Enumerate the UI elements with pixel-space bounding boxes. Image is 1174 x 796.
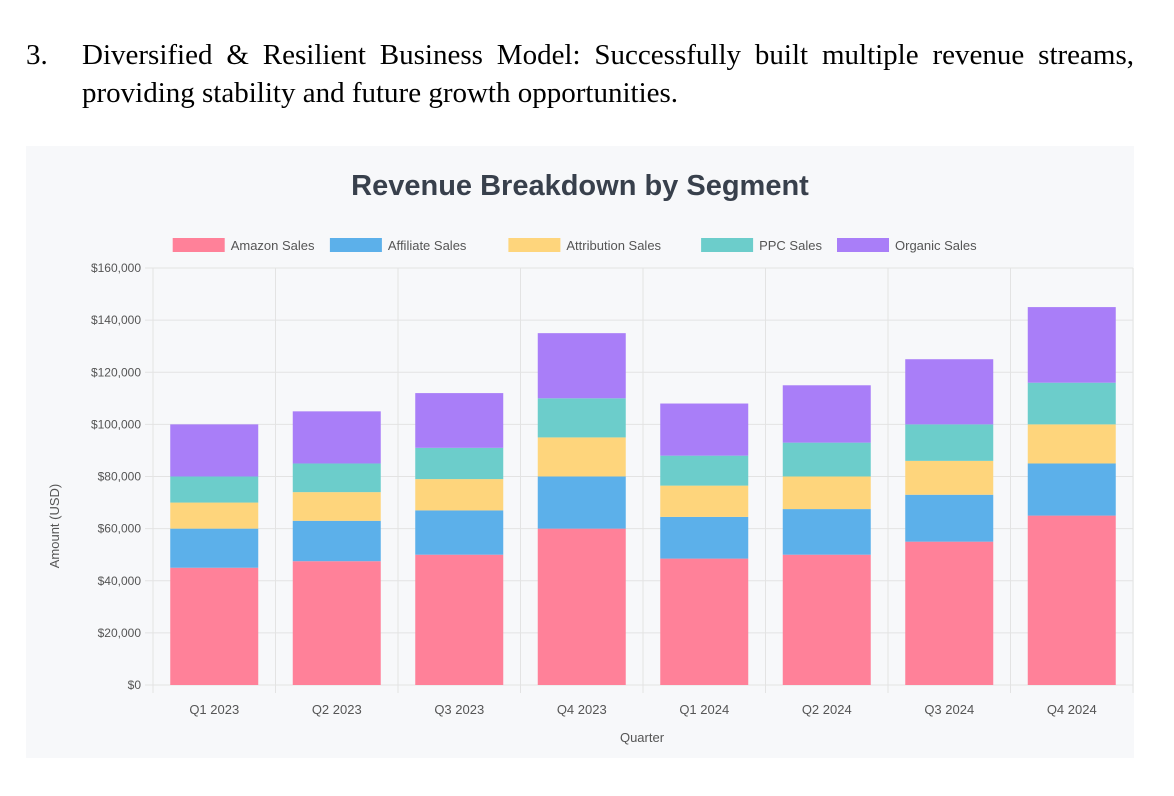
bar-ppc-sales-q2-2024 bbox=[782, 442, 871, 477]
bar-affiliate-sales-q1-2023 bbox=[170, 528, 259, 568]
list-item-number: 3. bbox=[26, 39, 48, 71]
bar-organic-sales-q2-2024 bbox=[782, 385, 871, 443]
bar-affiliate-sales-q3-2023 bbox=[415, 510, 504, 555]
bar-organic-sales-q1-2023 bbox=[170, 424, 259, 477]
bar-affiliate-sales-q1-2024 bbox=[660, 516, 749, 559]
bar-affiliate-sales-q2-2024 bbox=[782, 509, 871, 555]
y-tick-label: $80,000 bbox=[98, 470, 142, 484]
y-tick-label: $140,000 bbox=[91, 313, 141, 327]
bar-attribution-sales-q4-2023 bbox=[537, 437, 626, 477]
bar-affiliate-sales-q2-2023 bbox=[292, 520, 381, 562]
bar-organic-sales-q4-2024 bbox=[1027, 307, 1116, 383]
chart-container: Revenue Breakdown by Segment Amazon Sale… bbox=[26, 146, 1134, 758]
bar-affiliate-sales-q4-2023 bbox=[537, 476, 626, 529]
bar-ppc-sales-q1-2023 bbox=[170, 476, 259, 503]
bar-attribution-sales-q3-2024 bbox=[905, 460, 994, 495]
legend-item-affiliate-sales[interactable]: Affiliate Sales bbox=[329, 238, 467, 253]
x-tick-label: Q2 2023 bbox=[312, 702, 362, 717]
y-axis: $0 $20,000 $40,000 $60,000 $80,000 $100,000 $1… bbox=[91, 261, 141, 692]
legend-swatch bbox=[172, 238, 225, 252]
legend-swatch bbox=[701, 238, 754, 252]
y-tick-label: $160,000 bbox=[91, 261, 141, 275]
x-tick-label: Q1 2023 bbox=[189, 702, 239, 717]
legend-item-amazon-sales[interactable]: Amazon Sales bbox=[172, 238, 315, 253]
legend-item-ppc-sales[interactable]: PPC Sales bbox=[701, 238, 822, 253]
legend-label: Attribution Sales bbox=[566, 238, 661, 253]
bar-ppc-sales-q3-2024 bbox=[905, 424, 994, 461]
x-tick-label: Q4 2023 bbox=[557, 702, 607, 717]
bar-ppc-sales-q1-2024 bbox=[660, 455, 749, 486]
bar-attribution-sales-q2-2023 bbox=[292, 492, 381, 521]
legend-label: Affiliate Sales bbox=[388, 238, 467, 253]
chart-title: Revenue Breakdown by Segment bbox=[351, 170, 809, 202]
y-tick-label: $60,000 bbox=[98, 522, 142, 536]
bar-attribution-sales-q4-2024 bbox=[1027, 424, 1116, 464]
bar-attribution-sales-q3-2023 bbox=[415, 479, 504, 511]
y-tick-label: $100,000 bbox=[91, 417, 141, 431]
legend-label: Amazon Sales bbox=[231, 238, 315, 253]
y-axis-label: Amount (USD) bbox=[47, 484, 62, 569]
list-item-text: Diversified & Resilient Business Model: … bbox=[82, 39, 1134, 109]
y-tick-label: $40,000 bbox=[98, 574, 142, 588]
y-tick-label: $20,000 bbox=[98, 626, 142, 640]
bar-ppc-sales-q3-2023 bbox=[415, 447, 504, 480]
revenue-chart: Revenue Breakdown by Segment Amazon Sale… bbox=[47, 170, 1134, 745]
x-axis: Q1 2023 Q2 2023 Q3 2023 Q4 2023 Q1 2024 Q2 20… bbox=[189, 702, 1096, 717]
bar-amazon-sales-q3-2023 bbox=[415, 554, 504, 685]
bar-amazon-sales-q4-2023 bbox=[537, 528, 626, 685]
x-axis-label: Quarter bbox=[620, 730, 665, 745]
bar-attribution-sales-q1-2024 bbox=[660, 485, 749, 517]
legend-item-attribution-sales[interactable]: Attribution Sales bbox=[508, 238, 662, 253]
x-tick-label: Q4 2024 bbox=[1047, 702, 1097, 717]
legend-swatch bbox=[837, 238, 889, 252]
y-tick-label: $120,000 bbox=[91, 365, 141, 379]
x-tick-label: Q3 2023 bbox=[434, 702, 484, 717]
bar-organic-sales-q1-2024 bbox=[660, 403, 749, 456]
bar-amazon-sales-q2-2024 bbox=[782, 554, 871, 685]
bar-affiliate-sales-q4-2024 bbox=[1027, 463, 1116, 516]
bar-amazon-sales-q3-2024 bbox=[905, 541, 994, 685]
chart-bars bbox=[170, 307, 1116, 685]
legend-swatch bbox=[508, 238, 561, 252]
x-tick-label: Q3 2024 bbox=[924, 702, 974, 717]
x-tick-label: Q1 2024 bbox=[679, 702, 729, 717]
legend-label: Organic Sales bbox=[895, 238, 977, 253]
bar-organic-sales-q3-2023 bbox=[415, 393, 504, 448]
bar-attribution-sales-q1-2023 bbox=[170, 502, 259, 529]
bar-attribution-sales-q2-2024 bbox=[782, 476, 871, 510]
bar-ppc-sales-q4-2024 bbox=[1027, 382, 1116, 425]
x-tick-label: Q2 2024 bbox=[802, 702, 852, 717]
bar-amazon-sales-q4-2024 bbox=[1027, 515, 1116, 685]
bar-ppc-sales-q2-2023 bbox=[292, 463, 381, 493]
bar-amazon-sales-q1-2023 bbox=[170, 567, 259, 685]
legend-item-organic-sales[interactable]: Organic Sales bbox=[837, 238, 977, 253]
bar-amazon-sales-q1-2024 bbox=[660, 558, 749, 685]
bar-organic-sales-q4-2023 bbox=[537, 333, 626, 399]
y-tick-label: $0 bbox=[128, 678, 142, 692]
bar-organic-sales-q2-2023 bbox=[292, 411, 381, 464]
bar-ppc-sales-q4-2023 bbox=[537, 398, 626, 438]
chart-legend: Amazon Sales Affiliate Sales Attribution S… bbox=[172, 238, 977, 253]
legend-label: PPC Sales bbox=[759, 238, 822, 253]
bar-amazon-sales-q2-2023 bbox=[292, 561, 381, 685]
bar-affiliate-sales-q3-2024 bbox=[905, 494, 994, 542]
bar-organic-sales-q3-2024 bbox=[905, 359, 994, 425]
legend-swatch bbox=[329, 238, 382, 252]
